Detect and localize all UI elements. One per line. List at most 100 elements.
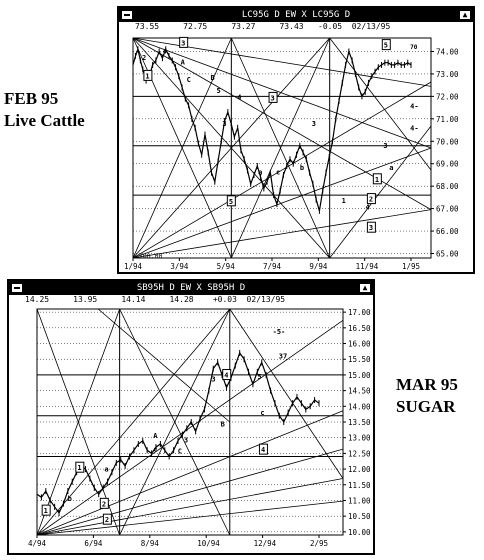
gann-fan-line bbox=[36, 319, 344, 536]
x-tick-label: 4/94 bbox=[28, 539, 47, 548]
wave-label: 5 bbox=[216, 87, 220, 95]
wave-box-label: 5 bbox=[384, 42, 388, 50]
wave-label: a bbox=[389, 164, 393, 172]
cattle-title-bar[interactable]: LC95G D EW X LC95G D ▲ bbox=[119, 8, 473, 22]
wave-label: A bbox=[181, 58, 186, 66]
sugar-title-bar[interactable]: SB95H D EW X SB95H D ▲ bbox=[9, 281, 373, 295]
gann-fan-line bbox=[132, 37, 232, 259]
wave-label: a bbox=[104, 466, 108, 474]
wave-label: 70 bbox=[410, 44, 418, 51]
wave-label: 4- bbox=[410, 124, 418, 132]
wave-box-label: 2 bbox=[105, 516, 109, 524]
sugar-caption: MAR 95 SUGAR bbox=[396, 374, 458, 418]
cattle-chart: 74.00 73.00 72.00 71.00 70.00 69.00 68.00 67.00… bbox=[124, 36, 459, 271]
wave-box-label: 1 bbox=[375, 176, 379, 184]
wave-box-label: 1 bbox=[77, 464, 81, 472]
wave-box-label: 5 bbox=[229, 198, 233, 206]
wave-label: 3 bbox=[184, 436, 188, 444]
wave-box bbox=[99, 497, 109, 509]
y-tick-label: 16.50 bbox=[348, 324, 371, 333]
wave-label: 4- bbox=[410, 102, 418, 110]
sugar-window-title: SB95H D EW X SB95H D bbox=[136, 283, 246, 293]
wave-label: 2 bbox=[142, 54, 146, 62]
y-tick-label: 13.00 bbox=[348, 434, 371, 443]
gann-fan-line bbox=[132, 81, 432, 259]
x-tick-label: 10/94 bbox=[197, 539, 220, 548]
x-tick-label: 11/94 bbox=[356, 262, 379, 271]
wave-label: 4 bbox=[163, 47, 167, 55]
x-tick-label: 1/95 bbox=[402, 262, 420, 271]
wave-box-label: 1 bbox=[145, 72, 149, 80]
gann-fan-line bbox=[36, 308, 231, 536]
wave-label: C bbox=[187, 76, 191, 84]
y-tick-label: 15.00 bbox=[348, 371, 371, 380]
system-menu-icon[interactable] bbox=[11, 283, 23, 293]
wave-box-label: 4 bbox=[224, 372, 228, 380]
system-menu-icon[interactable] bbox=[121, 10, 133, 20]
wave-box bbox=[75, 461, 85, 473]
price-series bbox=[36, 351, 320, 515]
gann-fan-line bbox=[132, 209, 432, 259]
y-tick-label: 70.00 bbox=[436, 137, 459, 146]
wave-label: B bbox=[210, 74, 214, 82]
sugar-caption-line1: MAR 95 bbox=[396, 375, 458, 394]
gann-fan-line bbox=[132, 37, 330, 259]
gann-fan-line bbox=[230, 37, 331, 259]
sugar-chart: 17.00 16.50 16.00 15.50 15.00 14.50 14.00 13.50… bbox=[28, 308, 371, 548]
cattle-caption: FEB 95 Live Cattle bbox=[4, 88, 85, 132]
wave-label: -5- bbox=[273, 328, 286, 336]
wave-box-label: 2 bbox=[369, 196, 373, 204]
corner-label: -100.00 bbox=[135, 252, 162, 260]
sugar-quote-line: 14.25 13.95 14.14 14.28 +0.03 02/13/95 bbox=[25, 295, 286, 304]
wave-box-label: 3 bbox=[271, 94, 275, 102]
wave-label: 3 bbox=[222, 120, 226, 128]
x-tick-label: 7/94 bbox=[263, 262, 282, 271]
gann-fan-line bbox=[132, 147, 432, 259]
y-tick-label: 71.00 bbox=[436, 115, 459, 124]
wave-label: 1 bbox=[342, 197, 346, 205]
wave-box bbox=[366, 221, 376, 233]
y-tick-label: 14.00 bbox=[348, 402, 371, 411]
wave-label: 3 bbox=[383, 142, 387, 150]
cattle-window-title: LC95G D EW X LC95G D bbox=[241, 10, 351, 20]
wave-label: c bbox=[153, 445, 157, 453]
wave-box bbox=[226, 195, 236, 207]
wave-box bbox=[268, 91, 278, 103]
wave-label: b bbox=[68, 495, 72, 503]
wave-label: c bbox=[260, 409, 264, 417]
x-tick-label: 1/94 bbox=[124, 262, 143, 271]
wave-label: 3 bbox=[312, 120, 316, 128]
x-tick-label: 3/94 bbox=[170, 262, 189, 271]
y-tick-label: 72.00 bbox=[436, 92, 459, 101]
gann-fan-line bbox=[36, 448, 344, 536]
size-box-icon[interactable]: ▲ bbox=[359, 283, 371, 293]
wave-box bbox=[258, 443, 268, 455]
wave-label: 5 bbox=[257, 373, 261, 381]
gann-fan-line bbox=[329, 125, 432, 259]
wave-box bbox=[381, 39, 391, 51]
cattle-quote-line: 73.55 72.75 73.27 73.43 -0.05 02/13/95 bbox=[135, 22, 391, 31]
sugar-chart-window[interactable]: SB95H D EW X SB95H D ▲ 14.25 13.95 14.14… bbox=[7, 279, 375, 555]
cattle-chart-window[interactable]: LC95G D EW X LC95G D ▲ 73.55 72.75 73.27… bbox=[117, 6, 475, 274]
gann-fan-line bbox=[97, 308, 231, 423]
wave-box bbox=[41, 504, 51, 516]
wave-box bbox=[143, 69, 153, 81]
wave-label: C bbox=[178, 448, 182, 456]
wave-box-label: 1 bbox=[44, 507, 48, 515]
y-tick-label: 16.00 bbox=[348, 340, 371, 349]
wave-box bbox=[102, 513, 112, 525]
y-tick-label: 73.00 bbox=[436, 70, 459, 79]
wave-box bbox=[179, 36, 189, 48]
wave-label: A bbox=[153, 432, 158, 440]
wave-label: c bbox=[276, 168, 280, 176]
gann-fan-line bbox=[36, 500, 344, 536]
wave-box bbox=[372, 173, 382, 185]
y-tick-label: 11.50 bbox=[348, 481, 371, 490]
x-tick-label: 2/95 bbox=[310, 539, 328, 548]
y-tick-label: 14.50 bbox=[348, 387, 371, 396]
wave-label: a bbox=[258, 168, 262, 176]
wave-label: b bbox=[300, 164, 304, 172]
wave-label: 4 bbox=[365, 204, 369, 212]
size-box-icon[interactable]: ▲ bbox=[459, 10, 471, 20]
wave-box-label: 2 bbox=[102, 500, 106, 508]
